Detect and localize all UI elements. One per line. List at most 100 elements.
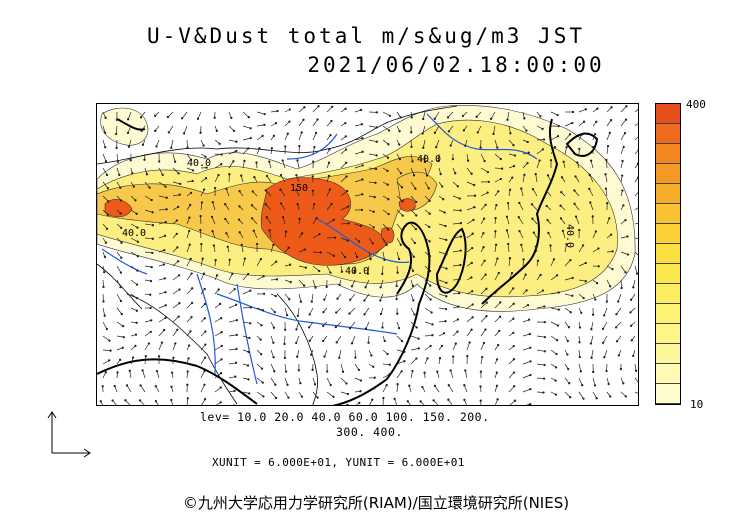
wind-vector-head (512, 302, 515, 305)
wind-vector-head (523, 173, 526, 177)
wind-vector (172, 316, 179, 323)
wind-vector-head (397, 326, 401, 330)
wind-vector-head (412, 255, 415, 258)
contour-label: 40.0 (417, 154, 441, 165)
wind-vector-head (555, 352, 558, 356)
wind-vector-head (387, 143, 390, 146)
wind-vector (480, 167, 489, 173)
wind-vector (351, 279, 356, 287)
wind-vector-head (614, 326, 618, 329)
wind-vector-head (621, 159, 624, 163)
wind-vector-head (595, 281, 599, 285)
wind-vector (200, 357, 206, 365)
wind-vector-head (191, 179, 194, 183)
wind-vector (256, 124, 265, 127)
wind-vector-head (431, 334, 434, 337)
wind-vector (452, 343, 457, 351)
wind-vector-head (373, 387, 376, 390)
wind-vector-head (482, 217, 486, 220)
wind-vector-head (379, 286, 382, 289)
wind-vector-head (234, 361, 238, 364)
wind-vector (298, 119, 304, 127)
wind-vector (116, 251, 122, 259)
wind-vector-head (103, 270, 106, 274)
wind-vector-head (495, 203, 498, 207)
wind-vector (284, 335, 286, 345)
wind-vector-head (161, 173, 164, 177)
wind-vector-head (299, 300, 303, 303)
wind-vector (606, 119, 612, 127)
chart-title: U-V&Dust total m/s&ug/m3 JST (146, 24, 585, 48)
wind-vector-head (512, 371, 516, 374)
wind-vector-head (255, 242, 259, 246)
wind-vector-head (553, 145, 557, 149)
wind-vector-head (308, 339, 311, 342)
wind-vector (424, 293, 431, 300)
wind-vector-head (204, 177, 208, 180)
wind-vector-head (134, 344, 137, 348)
wind-vector (130, 279, 138, 285)
wind-vector (102, 195, 109, 202)
wind-vector (340, 377, 347, 384)
wind-vector-head (120, 312, 123, 316)
wind-vector-head (637, 176, 638, 179)
wind-vector-head (132, 185, 135, 188)
wind-vector (620, 119, 627, 127)
wind-vector-head (355, 255, 359, 259)
wind-vector (634, 237, 638, 240)
wind-vector-head (272, 356, 275, 359)
wind-vector-head (326, 370, 329, 373)
wind-vector (466, 181, 475, 186)
wind-vector (602, 335, 608, 343)
wind-vector (382, 139, 389, 145)
wind-vector (634, 136, 638, 141)
wind-vector-head (432, 399, 435, 402)
wind-vector-head (219, 401, 222, 404)
wind-vector (364, 307, 370, 315)
wind-vector-head (527, 151, 530, 154)
wind-vector (144, 237, 153, 240)
wind-vector-head (588, 173, 591, 177)
coastline (565, 132, 599, 157)
wind-vector (634, 377, 638, 383)
wind-vector-head (134, 199, 137, 202)
wind-vector-head (429, 284, 432, 287)
wind-vector (382, 209, 389, 215)
wind-vector-head (203, 317, 207, 320)
wind-vector-head (284, 370, 288, 373)
wind-vector (562, 230, 566, 239)
wind-vector-head (105, 173, 109, 177)
wind-vector-head (199, 131, 202, 134)
wind-vector-head (359, 379, 363, 382)
wind-vector-head (249, 306, 252, 309)
wind-vector-head (445, 281, 448, 284)
wind-vector-head (190, 315, 193, 319)
wind-vector-head (589, 342, 593, 345)
wind-vector-head (275, 278, 279, 281)
wind-vector (605, 174, 608, 183)
wind-vector-head (559, 217, 563, 220)
wind-vector (158, 181, 166, 187)
wind-vector-head (505, 229, 509, 232)
wind-vector (592, 231, 597, 239)
colorbar-max-label: 400 (686, 98, 706, 111)
wind-vector (340, 206, 349, 211)
wind-vector-head (170, 146, 173, 149)
wind-vector-head (492, 132, 495, 136)
wind-vector-head (512, 358, 516, 361)
wind-vector-head (399, 116, 402, 119)
wind-vector-head (335, 341, 338, 344)
river (286, 133, 338, 160)
wind-vector (226, 188, 230, 197)
wind-vector-head (139, 116, 143, 119)
wind-vector-head (127, 145, 131, 148)
wind-vector-head (372, 365, 375, 368)
wind-vector-head (607, 382, 610, 386)
wind-vector (311, 293, 314, 302)
wind-vector (326, 219, 334, 225)
wind-vector-head (541, 148, 545, 151)
wind-vector-head (329, 271, 332, 274)
wind-vector-head (601, 327, 605, 331)
wind-vector-head (566, 353, 569, 356)
wind-vector (256, 258, 262, 267)
